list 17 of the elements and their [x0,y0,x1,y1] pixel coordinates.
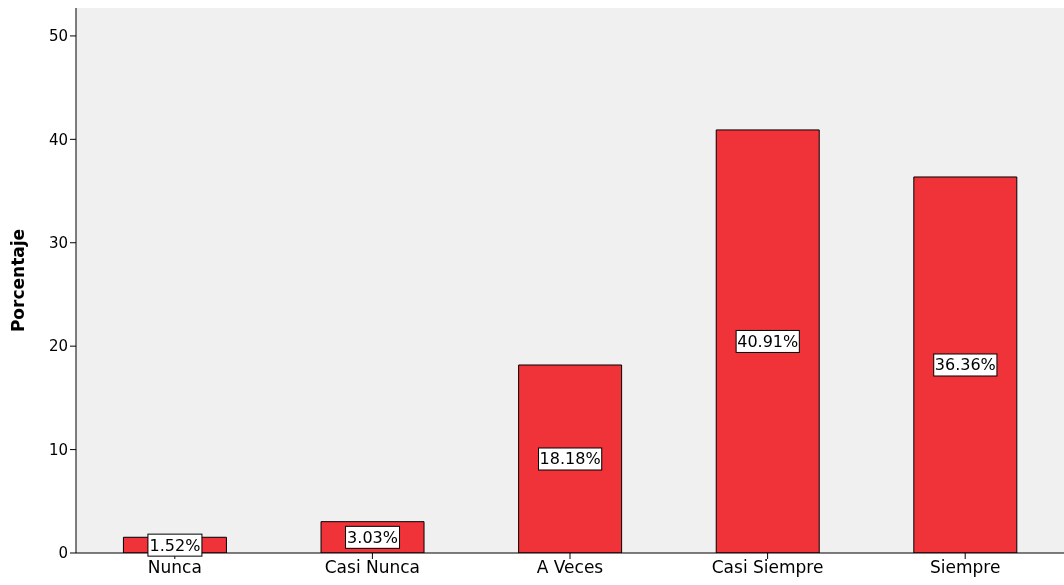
data-label: 18.18% [539,449,601,469]
y-tick-label: 10 [48,440,68,459]
x-tick-label: Casi Siempre [711,557,824,578]
y-axis-title: Porcentaje [8,228,29,333]
data-label: 40.91% [737,331,799,351]
y-tick-label: 20 [48,337,68,356]
x-tick-label: Nunca [147,557,202,578]
data-label: 36.36% [934,355,996,375]
y-tick-label: 30 [48,234,68,253]
data-label: 3.03% [347,527,398,547]
data-label: 1.52% [149,535,201,555]
x-tick-label: A Veces [536,557,604,578]
y-tick-label: 50 [48,27,68,46]
y-tick-label: 40 [48,130,68,149]
y-tick-label: 0 [58,544,68,563]
x-tick-label: Siempre [930,557,1001,578]
x-tick-label: Casi Nunca [324,557,421,578]
